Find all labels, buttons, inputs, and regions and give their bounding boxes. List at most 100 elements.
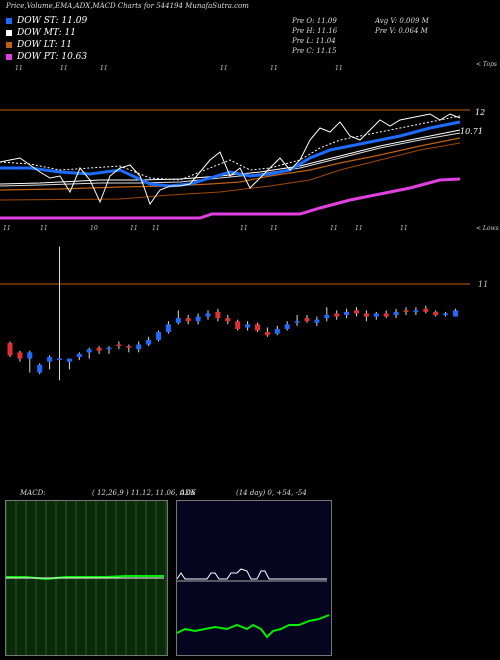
macd-params: ( 12,26,9 ) 11.12, 11.06, 0.06 [92, 489, 196, 497]
candle-up [413, 310, 419, 312]
low-tick-label: 11 [330, 225, 338, 232]
adx-params: (14 day) 0, +54, -54 [236, 489, 307, 497]
candle-up [136, 344, 142, 350]
candle-down [304, 318, 310, 322]
candle-up [106, 347, 112, 350]
plus-di-line [177, 614, 330, 639]
candle-down [264, 332, 270, 336]
candle-down [363, 313, 369, 317]
candle-up [373, 313, 379, 317]
candle-down [235, 321, 241, 329]
candle-down [185, 318, 191, 322]
candle-up [195, 316, 201, 322]
legend-dow-lt: DOW LT: 11 [6, 40, 72, 50]
legend-dow-lt-label: DOW LT: 11 [17, 40, 72, 50]
legend-dow-pt-label: DOW PT: 10.63 [17, 52, 88, 62]
candle-up [175, 318, 181, 323]
ohlc-low: Pre L: 11.04 [292, 37, 336, 45]
top-tick-label: 11 [60, 65, 68, 72]
price-label-1071: 10.71 [460, 127, 483, 136]
macd-panel [5, 500, 168, 656]
top-tick-label: 11 [220, 65, 228, 72]
candle-up [57, 358, 62, 361]
candle-down [255, 324, 260, 331]
candle-up [86, 349, 92, 353]
dow-st-dashed [0, 115, 461, 181]
candle-up [146, 339, 152, 345]
candle-up [284, 324, 290, 329]
macd-label: MACD: [20, 489, 46, 497]
candle-down [126, 346, 132, 348]
top-tick-label: 11 [270, 65, 278, 72]
candle-down [116, 344, 122, 347]
candle-up [443, 313, 449, 315]
candle-down [354, 310, 359, 314]
candle-up [156, 332, 161, 340]
candle-up [294, 321, 300, 323]
ohlc-high: Pre H: 11.16 [292, 27, 338, 35]
candle-up [76, 353, 82, 357]
candle-down [383, 313, 389, 317]
chart-title: Price,Volume,EMA,ADX,MACD Charts for 544… [6, 2, 249, 10]
low-tick-label: 11 [240, 225, 248, 232]
price-label-12: 12 [475, 108, 485, 117]
candle-up [165, 324, 171, 333]
dow-lt-line [0, 137, 461, 191]
adx-line [177, 568, 327, 580]
candle-down [403, 310, 409, 312]
top-tick-label: 11 [100, 65, 108, 72]
low-tick-label: 11 [355, 225, 363, 232]
dow-mt-line-2 [0, 132, 461, 187]
low-tick-label: 11 [3, 225, 11, 232]
low-tick-labels: 11 11 10 11 11 11 11 11 11 11 [3, 225, 408, 232]
low-tick-label: 11 [270, 225, 278, 232]
candle-up [274, 329, 280, 334]
candle-down [423, 308, 429, 312]
dow-pt-line [0, 177, 461, 220]
legend-swatch-lt [6, 42, 12, 48]
candle-up [27, 352, 33, 359]
price-label-11: 11 [478, 280, 488, 289]
candle-up [324, 315, 330, 319]
candle-up [453, 310, 458, 317]
candle-down [433, 311, 439, 315]
candle-up [205, 313, 211, 317]
candlesticks [7, 246, 458, 381]
tops-label: < Tops [476, 61, 497, 68]
legend-dow-st: DOW ST: 11.09 [6, 16, 87, 26]
legend-swatch-pt [6, 54, 12, 60]
lows-label: < Lows [476, 225, 499, 232]
candle-up [37, 364, 43, 373]
candle-up [47, 357, 53, 362]
avg-volume: Avg V: 0.009 M [375, 17, 429, 25]
legend-dow-st-label: DOW ST: 11.09 [17, 16, 88, 26]
ohlc-close: Pre C: 11.15 [292, 47, 337, 55]
candle-down [7, 343, 13, 356]
low-tick-label: 11 [40, 225, 48, 232]
candle-down [334, 313, 340, 317]
candle-up [66, 358, 72, 362]
candle-up [245, 324, 251, 328]
legend-swatch-mt [6, 30, 12, 36]
legend-dow-pt: DOW PT: 10.63 [6, 52, 87, 62]
low-tick-label: 10 [90, 225, 98, 232]
low-tick-label: 11 [152, 225, 160, 232]
adx-label: ADX [180, 489, 196, 497]
legend-dow-mt-label: DOW MT: 11 [17, 28, 76, 38]
adx-chart [177, 568, 330, 639]
lower-band-line [0, 142, 461, 201]
legend-swatch-st [6, 18, 12, 24]
adx-panel [176, 500, 332, 656]
close-price-line [0, 113, 461, 206]
price-chart: 12 10.71 11 < Tops < Lows 11 11 11 11 11 11 1… [0, 61, 499, 381]
candle-down [215, 311, 221, 319]
prev-volume: Pre V: 0.064 M [375, 27, 428, 35]
candle-down [17, 352, 23, 359]
top-tick-label: 11 [335, 65, 343, 72]
ohlc-open: Pre O: 11.09 [292, 17, 337, 25]
low-tick-label: 11 [130, 225, 138, 232]
candle-down [96, 347, 102, 351]
legend-dow-mt: DOW MT: 11 [6, 28, 76, 38]
candle-up [393, 311, 399, 315]
low-tick-label: 11 [400, 225, 408, 232]
